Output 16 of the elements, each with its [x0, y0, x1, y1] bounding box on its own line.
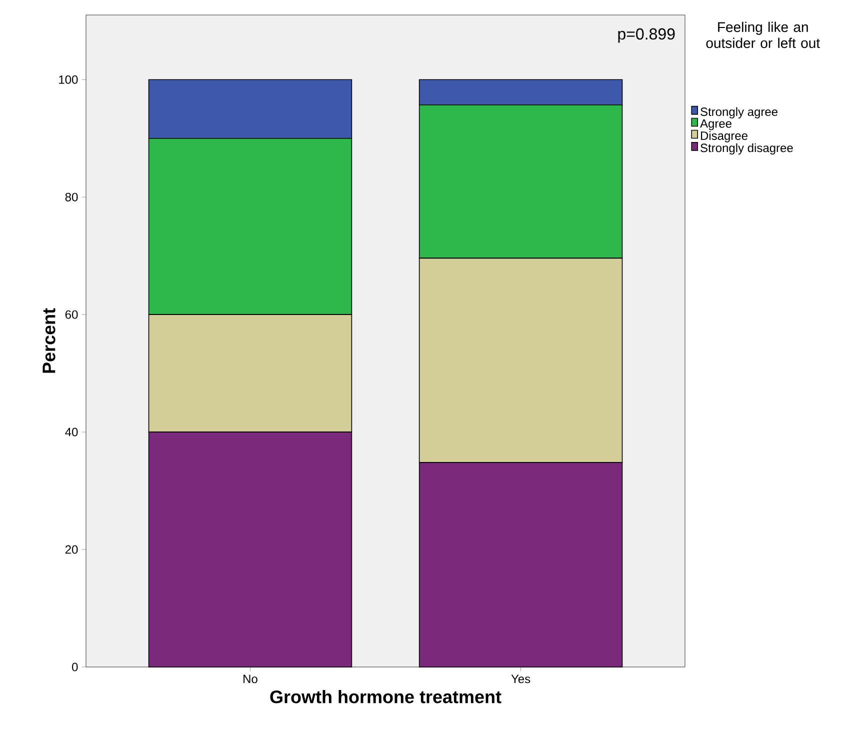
legend-label: Strongly agree	[700, 107, 778, 118]
y-tick-label: 20	[65, 545, 78, 554]
y-tick-label: 80	[65, 192, 78, 202]
x-axis-title: Growth hormone treatment	[270, 690, 502, 704]
y-tick-label: 60	[65, 310, 78, 319]
y-tick-label: 100	[59, 75, 78, 84]
legend-label: Strongly disagree	[700, 143, 793, 155]
y-axis-title: Percent	[42, 308, 56, 373]
legend-label: Agree	[700, 119, 732, 130]
x-tick-label: Yes	[511, 674, 530, 684]
x-tick-label: No	[244, 674, 258, 684]
y-tick-label: 0	[72, 662, 78, 672]
annotation: p=0.899	[618, 28, 675, 43]
legend-title: Feeling like an outsider or left out	[706, 22, 820, 48]
y-tick-label: 40	[65, 428, 78, 436]
legend-label: Disagree	[700, 131, 748, 142]
